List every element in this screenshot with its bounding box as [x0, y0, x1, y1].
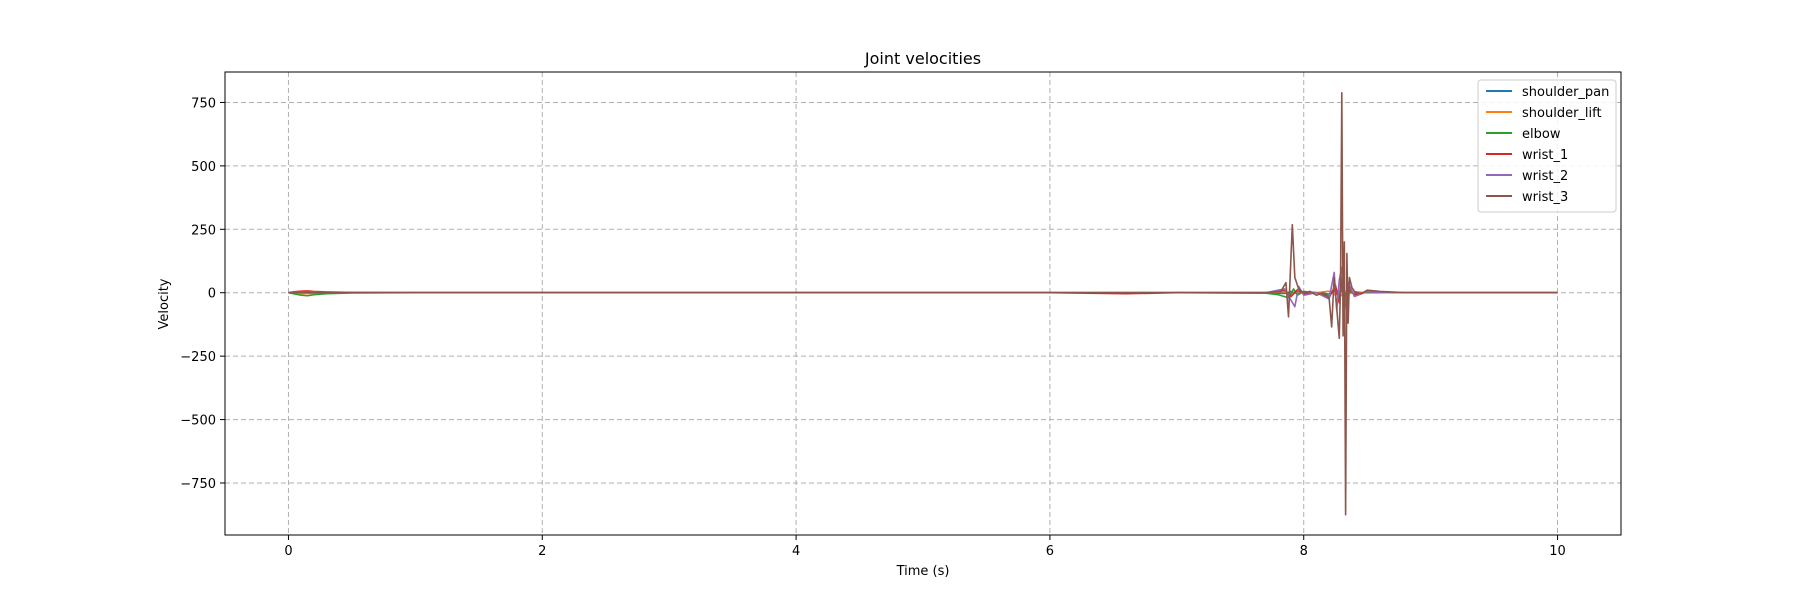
legend-label: wrist_1 [1522, 148, 1568, 163]
y-tick-label: 250 [191, 223, 216, 238]
x-tick-label: 6 [1046, 544, 1054, 559]
x-tick-label: 0 [284, 544, 292, 559]
legend-label: shoulder_lift [1522, 106, 1602, 121]
y-tick-label: −500 [180, 414, 216, 429]
chart-title: Joint velocities [864, 49, 981, 68]
series-line-wrist-3 [288, 92, 1558, 516]
y-axis-ticks: −750 −500 −250 0 250 500 750 [180, 96, 225, 492]
legend-label: wrist_3 [1522, 190, 1568, 205]
x-tick-label: 10 [1549, 544, 1566, 559]
x-axis-label: Time (s) [896, 564, 950, 579]
series-lines [288, 92, 1558, 516]
y-tick-label: 500 [191, 160, 216, 175]
legend-label: wrist_2 [1522, 169, 1568, 184]
legend-box [1477, 79, 1617, 213]
legend-label: shoulder_pan [1522, 85, 1609, 100]
x-tick-label: 4 [792, 544, 800, 559]
y-tick-label: 750 [191, 96, 216, 111]
legend-label: elbow [1522, 127, 1561, 142]
y-tick-label: −750 [180, 477, 216, 492]
y-tick-label: −250 [180, 350, 216, 365]
x-axis-ticks: 0 2 4 6 8 10 [284, 535, 1566, 559]
y-axis-label: Velocity [157, 278, 172, 329]
plot-frame [224, 71, 1622, 536]
x-tick-label: 8 [1300, 544, 1308, 559]
x-tick-label: 2 [538, 544, 546, 559]
y-tick-label: 0 [208, 287, 216, 302]
